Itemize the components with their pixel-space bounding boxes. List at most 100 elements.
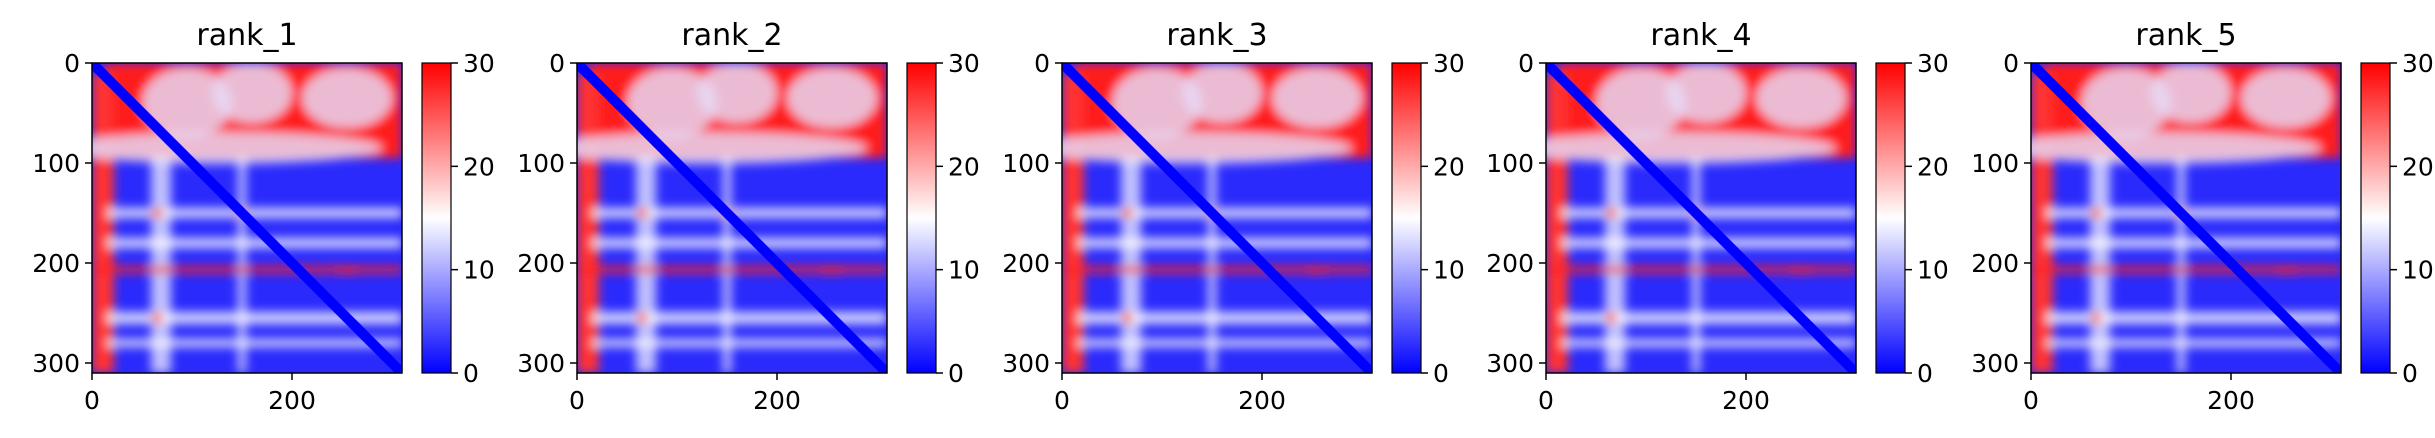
heatmap-region	[1546, 73, 1568, 373]
heatmap-region	[2031, 73, 2053, 373]
heatmap-image	[1546, 63, 1856, 373]
colorbar-tick-label: 10	[463, 256, 495, 285]
y-tick-label: 200	[1486, 249, 1534, 278]
heatmap-diagonal	[1546, 63, 1856, 373]
heatmap-region	[1561, 208, 1856, 218]
heatmap-region	[238, 158, 246, 373]
colorbar-tick-label: 20	[1917, 152, 1949, 181]
x-tick-label: 0	[84, 386, 100, 415]
heatmap-region	[723, 158, 731, 373]
heatmap-image	[577, 63, 887, 373]
colorbar-tick-label: 20	[948, 152, 980, 181]
heatmap-region	[142, 68, 232, 138]
heatmap-region	[1062, 266, 1372, 273]
heatmap-region	[577, 266, 887, 273]
heatmap-region	[2031, 266, 2341, 273]
heatmap-region	[2091, 312, 2101, 324]
heatmap-region	[1561, 238, 1856, 248]
x-tick-label: 200	[1238, 386, 1286, 415]
heatmap-region	[1077, 312, 1372, 324]
heatmap-region	[2102, 158, 2110, 373]
heatmap-region	[636, 208, 648, 218]
heatmap-region	[787, 68, 877, 128]
heatmap-region	[107, 339, 402, 347]
y-tick-label: 100	[517, 149, 565, 178]
heatmap-region	[1062, 132, 1352, 164]
heatmap-region	[577, 73, 599, 373]
heatmap-region	[592, 312, 887, 324]
chart-title: rank_3	[1166, 18, 1267, 53]
x-tick-label: 0	[1054, 386, 1070, 415]
heatmap-region	[818, 266, 846, 274]
heatmap-region	[636, 158, 648, 373]
heatmap-region	[1561, 312, 1856, 324]
heatmap-region	[1133, 158, 1141, 373]
heatmap-diagonal	[577, 63, 887, 373]
heatmap-region	[1692, 158, 1700, 373]
heatmap-region	[1182, 63, 1262, 123]
colorbar-tick-label: 10	[2402, 256, 2434, 285]
heatmap-region	[302, 68, 392, 128]
heatmap-region	[2046, 238, 2341, 248]
y-tick-label: 100	[32, 149, 80, 178]
heatmap-region	[1605, 158, 1617, 373]
axes-frame	[576, 62, 888, 374]
y-tick-label: 300	[1486, 349, 1534, 378]
heatmap-region	[151, 208, 163, 218]
heatmap-region	[1062, 73, 1084, 373]
heatmap-region	[1122, 312, 1132, 324]
y-tick-label: 200	[32, 249, 80, 278]
heatmap-diagonal	[2031, 63, 2341, 373]
y-tick-label: 100	[1486, 149, 1534, 178]
heatmap-region	[2046, 208, 2341, 218]
colorbar	[1875, 62, 1906, 374]
heatmap-region	[2031, 132, 2321, 164]
heatmap-region	[2046, 312, 2341, 324]
heatmap-region	[92, 73, 114, 373]
chart-title: rank_1	[196, 18, 297, 53]
axes-frame	[91, 62, 403, 374]
y-tick-label: 300	[1971, 349, 2019, 378]
axes-frame	[2030, 62, 2342, 374]
heatmap-region	[1666, 63, 1746, 123]
colorbar-tick-label: 30	[948, 49, 980, 78]
heatmap-region	[212, 63, 292, 123]
y-tick-label: 200	[1971, 249, 2019, 278]
y-tick-label: 0	[1034, 49, 1050, 78]
heatmap-region	[2177, 158, 2185, 373]
y-tick-label: 300	[517, 349, 565, 378]
colorbar-tick-label: 20	[463, 152, 495, 181]
colorbar-tick-label: 20	[1433, 152, 1465, 181]
chart-title: rank_4	[1650, 18, 1751, 53]
heatmap-region	[2081, 68, 2171, 138]
x-tick-label: 0	[569, 386, 585, 415]
heatmap-region	[1546, 266, 1856, 273]
colorbar-tick-label: 10	[1917, 256, 1949, 285]
heatmap-region	[107, 208, 402, 218]
heatmap-region	[1617, 158, 1625, 373]
heatmap-region	[592, 339, 887, 347]
heatmap-region	[152, 312, 162, 324]
colorbar-tick-label: 10	[948, 256, 980, 285]
heatmap-region	[107, 312, 402, 324]
heatmap-region	[107, 238, 402, 248]
heatmap-region	[2046, 339, 2341, 347]
x-tick-label: 200	[2207, 386, 2255, 415]
heatmap-region	[333, 266, 361, 274]
heatmap-region	[92, 132, 382, 164]
heatmap-region	[1606, 312, 1616, 324]
x-tick-label: 0	[1538, 386, 1554, 415]
heatmap-region	[1208, 158, 1216, 373]
heatmap-region	[1121, 208, 1133, 218]
heatmap-region	[1077, 238, 1372, 248]
heatmap-region	[1546, 132, 1836, 164]
heatmap-region	[2090, 208, 2102, 218]
heatmap-region	[592, 208, 887, 218]
y-tick-label: 0	[549, 49, 565, 78]
colorbar-tick-label: 0	[1917, 359, 1933, 388]
